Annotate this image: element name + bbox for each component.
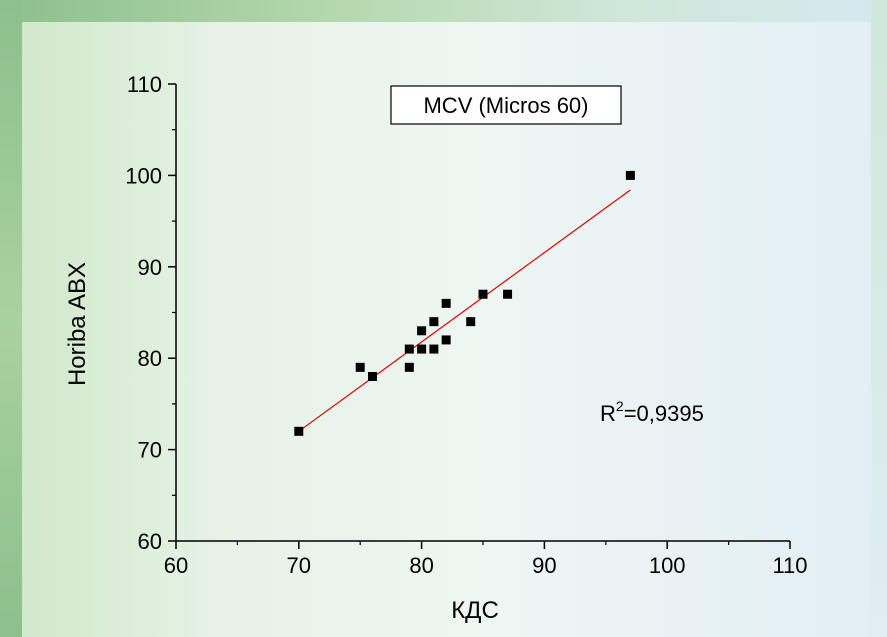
background-top-band: [0, 0, 887, 22]
y-ticks: 60 70 80 90 100 110: [125, 72, 176, 554]
legend-box: MCV (Micros 60): [390, 85, 622, 125]
data-point: [503, 289, 513, 299]
data-point: [429, 344, 439, 354]
data-point: [404, 344, 414, 354]
data-point: [625, 170, 635, 180]
data-points: [294, 170, 635, 436]
r-squared-annotation: R2=0,9395: [600, 398, 704, 426]
x-tick-label: 90: [532, 553, 556, 578]
x-tick-label: 110: [772, 553, 807, 578]
data-point: [417, 326, 427, 336]
data-point: [355, 362, 365, 372]
r2-value: =0,9395: [624, 401, 704, 426]
x-axis-title: КДС: [451, 597, 499, 624]
x-tick-label: 60: [164, 553, 188, 578]
chart-title: MCV (Micros 60): [423, 93, 588, 118]
data-point: [466, 317, 476, 327]
fit-line-group: [298, 189, 631, 432]
y-tick-label: 70: [138, 438, 162, 463]
y-tick-label: 100: [125, 163, 162, 188]
x-tick-label: 80: [409, 553, 433, 578]
x-ticks: 60 70 80 90 100 110: [164, 541, 808, 578]
data-point: [294, 426, 304, 436]
data-point: [441, 335, 451, 345]
y-tick-label: 60: [138, 529, 162, 554]
y-axis-title: Horiba ABX: [64, 262, 91, 386]
background-left-band: [0, 0, 22, 637]
r2-superscript: 2: [616, 398, 624, 414]
data-point: [478, 289, 488, 299]
background-right-band: [871, 0, 887, 637]
x-tick-label: 70: [287, 553, 311, 578]
y-tick-label: 110: [127, 72, 162, 97]
r2-prefix: R: [600, 401, 616, 426]
data-point: [404, 362, 414, 372]
data-point: [441, 298, 451, 308]
regression-line: [298, 189, 631, 432]
data-point: [367, 371, 377, 381]
axes: [175, 84, 790, 542]
data-point: [417, 344, 427, 354]
x-tick-label: 100: [649, 553, 686, 578]
y-tick-label: 90: [138, 255, 162, 280]
data-point: [429, 317, 439, 327]
y-tick-label: 80: [138, 346, 162, 371]
